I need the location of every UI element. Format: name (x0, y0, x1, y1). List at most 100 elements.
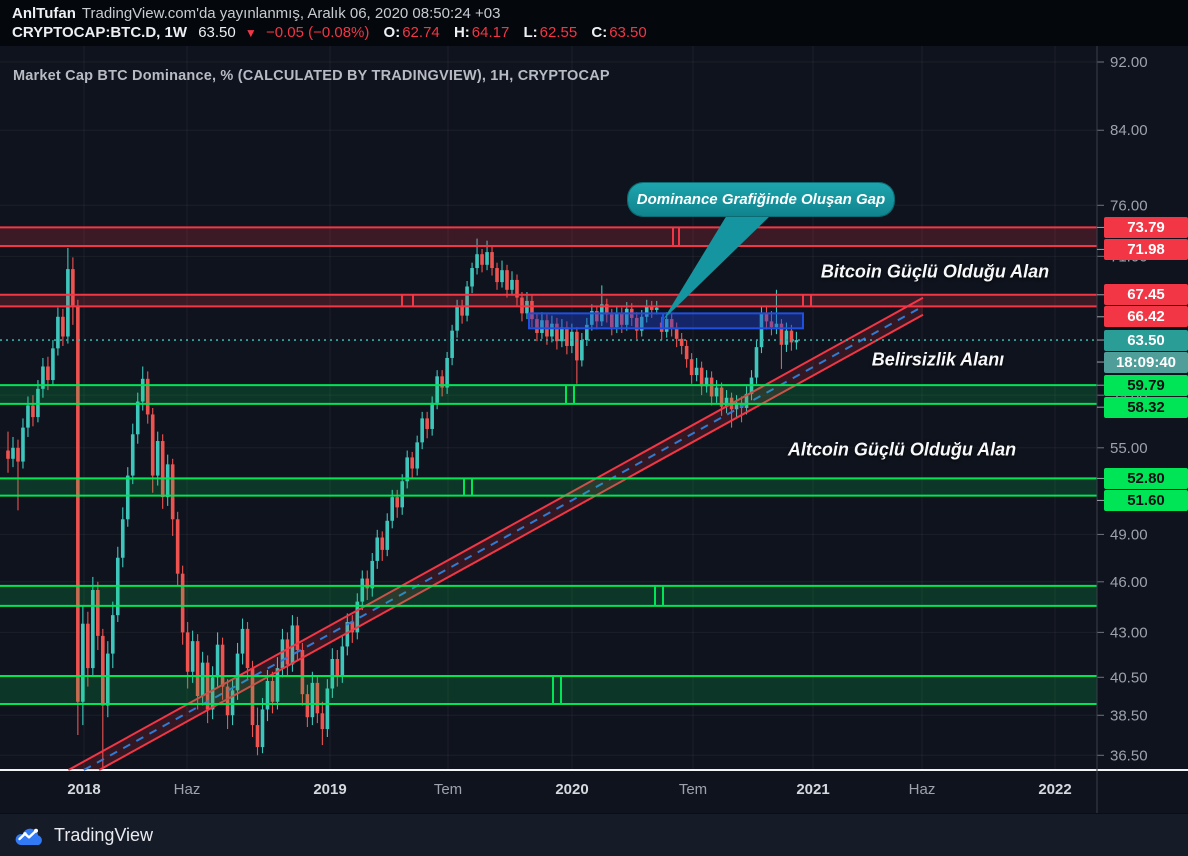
candle-body (420, 418, 424, 443)
candle-body (355, 601, 360, 633)
down-triangle-icon: ▼ (244, 26, 257, 40)
price-tick-label: 43.00 (1110, 624, 1148, 641)
candle-body (495, 268, 499, 283)
candle-body (120, 519, 125, 558)
candle-body (789, 330, 794, 343)
candle-body (405, 457, 409, 482)
candle-body (485, 252, 489, 265)
candle-body (774, 323, 779, 328)
candle-body (649, 306, 654, 310)
candle-body (654, 307, 659, 310)
open-label: O: (383, 24, 401, 41)
candle-body (235, 653, 240, 691)
resistance-zone-fill (0, 227, 1097, 247)
candle-body (689, 359, 694, 376)
candle-body (515, 279, 519, 298)
candle-body (360, 578, 365, 602)
candle-body (739, 402, 744, 408)
author-link[interactable]: AnlTufan (12, 5, 76, 22)
candle-body (170, 464, 175, 520)
candle-body (455, 305, 459, 331)
candle-body (31, 405, 35, 418)
candle-body (86, 623, 90, 669)
candle-body (26, 405, 30, 428)
candle-body (106, 653, 110, 706)
candle-body (435, 376, 439, 403)
candle-body (190, 641, 195, 672)
candle-body (155, 441, 160, 476)
price-tick-label: 55.00 (1110, 440, 1148, 457)
candle-body (250, 668, 255, 726)
low-value: 62.55 (539, 24, 578, 41)
candle-body (744, 393, 749, 408)
candle-body (510, 279, 514, 290)
candle-body (265, 681, 270, 710)
candle-body (380, 537, 385, 550)
close-value: 63.50 (609, 24, 647, 41)
candle-body (719, 387, 724, 407)
candle-body (295, 625, 300, 651)
candle-body (340, 646, 345, 676)
candle-body (694, 367, 699, 376)
candle-body (195, 641, 200, 697)
candle-body (590, 311, 594, 325)
price-tick-label: 49.00 (1110, 526, 1148, 543)
candle-body (470, 268, 474, 287)
candle-body (535, 319, 539, 333)
symbol-info-row: CRYPTOCAP:BTC.D, 1W 63.50 ▼ −0.05 (−0.08… (12, 24, 647, 41)
candle-body (390, 497, 395, 521)
candle-body (175, 519, 180, 574)
price-tick-label: 40.50 (1110, 669, 1148, 686)
candle-body (240, 628, 245, 654)
candle-body (46, 366, 50, 381)
callout-tail (663, 215, 771, 320)
candle-body (714, 387, 719, 397)
time-axis[interactable] (0, 770, 1097, 813)
tradingview-logo-text[interactable]: TradingView (54, 825, 154, 845)
candle-body (365, 578, 370, 589)
price-tick-label: 38.50 (1110, 707, 1148, 724)
candle-body (634, 317, 639, 331)
candle-body (61, 316, 65, 337)
price-tick-label: 84.00 (1110, 122, 1148, 139)
publish-info: AnlTufan TradingView.com'da yayınlanmış, … (12, 5, 500, 22)
candle-body (245, 628, 250, 669)
published-text: TradingView.com'da yayınlanmış, Aralık 0… (81, 5, 501, 22)
candle-body (764, 313, 769, 322)
candle-body (255, 725, 260, 748)
candle-body (475, 254, 479, 269)
support-zone-fill (0, 675, 1097, 705)
support-zone-fill (0, 385, 1097, 404)
open-value: 62.74 (402, 24, 440, 41)
price-change: −0.05 (−0.08%) (265, 24, 370, 41)
tradingview-logo-icon[interactable] (12, 824, 46, 848)
candle-body (335, 659, 340, 676)
candle-body (450, 330, 454, 358)
candle-body (679, 338, 684, 346)
candle-body (56, 316, 60, 349)
candle-body (754, 347, 759, 378)
price-axis[interactable] (1097, 46, 1188, 770)
candle-body (605, 304, 609, 315)
candle-body (205, 662, 210, 710)
candle-body (490, 252, 494, 269)
price-tick-label: 76.00 (1110, 197, 1148, 214)
price-tick-label: 92.00 (1110, 54, 1148, 71)
candle-body (570, 331, 574, 346)
candle-body (51, 348, 55, 381)
candle-body (91, 589, 95, 669)
candle-body (425, 418, 429, 429)
candle-body (684, 345, 689, 360)
candle-body (350, 621, 355, 633)
candle-body (345, 621, 350, 647)
candle-body (674, 328, 679, 339)
candle-body (410, 457, 414, 469)
symbol-title: CRYPTOCAP:BTC.D, 1W (12, 24, 188, 41)
candle-body (565, 327, 569, 346)
candle-body (659, 322, 664, 332)
candle-body (135, 401, 140, 435)
candle-body (614, 313, 619, 328)
candle-body (779, 323, 784, 345)
candle-body (6, 450, 10, 459)
